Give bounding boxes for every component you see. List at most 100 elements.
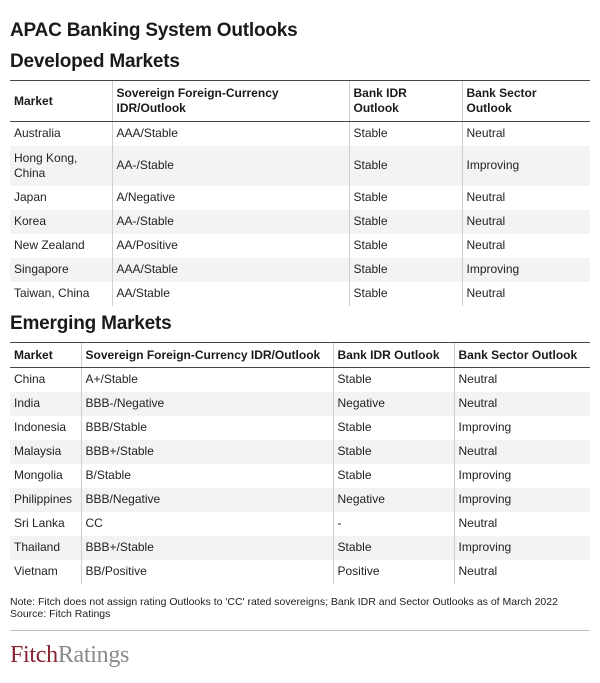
cell-bank-idr-outlook: Stable (348, 281, 462, 306)
cell-market: Malaysia (10, 439, 81, 464)
cell-bank-idr-outlook: Stable (348, 185, 462, 210)
cell-bank-sector-outlook: Neutral (453, 511, 590, 536)
table-row: New Zealand AA/Positive Stable Neutral (10, 233, 590, 258)
cell-bank-sector-outlook: Neutral (453, 559, 590, 584)
cell-bank-sector-outlook: Neutral (461, 281, 590, 306)
cell-bank-idr-outlook: - (332, 511, 454, 536)
cell-bank-sector-outlook: Improving (461, 257, 590, 282)
table-row: Hong Kong, China AA-/Stable Stable Improvin… (10, 145, 590, 186)
table-row: Malaysia BBB+/Stable Stable Neutral (10, 439, 590, 464)
cell-sovereign-idr: B/Stable (80, 463, 333, 488)
cell-bank-sector-outlook: Neutral (461, 121, 590, 146)
divider (10, 630, 590, 631)
cell-sovereign-idr: BBB+/Stable (80, 535, 333, 560)
cell-bank-sector-outlook: Neutral (461, 209, 590, 234)
table-row: Philippines BBB/Negative Negative Improving (10, 487, 590, 512)
cell-bank-sector-outlook: Improving (453, 463, 590, 488)
cell-market: Mongolia (14, 468, 63, 482)
cell-sovereign-idr: AA/Positive (111, 233, 349, 258)
cell-bank-idr-outlook: Stable (348, 233, 462, 258)
table-row: Mongolia B/Stable Stable Improving (10, 463, 590, 488)
developed-markets-heading: Developed Markets (10, 51, 180, 72)
source-text: Source: Fitch Ratings (10, 608, 111, 620)
cell-bank-sector-outlook: Improving (461, 145, 590, 186)
cell-bank-idr-outlook: Stable (348, 145, 462, 186)
cell-sovereign-idr: AA-/Stable (111, 209, 349, 234)
cell-bank-idr-outlook: Negative (332, 391, 454, 416)
table-row: Korea AA-/Stable Stable Neutral (10, 209, 590, 234)
cell-bank-sector-outlook: Neutral (453, 391, 590, 416)
cell-sovereign-idr: A+/Stable (80, 367, 333, 392)
cell-sovereign-idr: AAA/Stable (111, 121, 349, 146)
cell-bank-sector-outlook: Improving (453, 415, 590, 440)
column-header-bank-sector-outlook: Bank Sector Outlook (453, 342, 590, 368)
emerging-markets-heading: Emerging Markets (10, 313, 172, 334)
cell-market: Indonesia (14, 420, 67, 434)
cell-sovereign-idr: A/Negative (111, 185, 349, 210)
cell-bank-idr-outlook: Stable (348, 121, 462, 146)
cell-bank-idr-outlook: Stable (332, 535, 454, 560)
cell-market: Hong Kong, China (10, 145, 112, 186)
cell-market: Philippines (10, 487, 81, 512)
cell-bank-sector-outlook: Neutral (453, 367, 590, 392)
table-header-row: Market Sovereign Foreign-Currency IDR/Ou… (10, 80, 590, 122)
table-row: India BBB-/Negative Negative Neutral (10, 391, 590, 416)
cell-sovereign-idr: BBB/Stable (80, 415, 333, 440)
cell-sovereign-idr: BB/Positive (80, 559, 333, 584)
table-header-row: Market Sovereign Foreign-Currency IDR/Ou… (10, 342, 590, 368)
cell-market: China (14, 372, 46, 387)
footnote: Note: Fitch does not assign rating Outlo… (10, 596, 590, 620)
cell-bank-idr-outlook: Negative (332, 487, 454, 512)
logo-ratings: Ratings (57, 642, 130, 668)
table-row: Japan A/Negative Stable Neutral (10, 185, 590, 210)
cell-market: Sri Lanka (14, 516, 65, 530)
cell-bank-idr-outlook: Positive (332, 559, 454, 584)
logo-fitch: Fitch (10, 642, 58, 668)
cell-sovereign-idr: BBB-/Negative (80, 391, 333, 416)
cell-bank-sector-outlook: Neutral (453, 439, 590, 464)
cell-sovereign-idr: AA-/Stable (111, 145, 349, 186)
table-row: Vietnam BB/Positive Positive Neutral (10, 559, 590, 584)
cell-market: Australia (14, 126, 61, 141)
cell-sovereign-idr: BBB/Negative (80, 487, 333, 512)
cell-sovereign-idr: AA/Stable (111, 281, 349, 306)
table-row: Sri Lanka CC - Neutral (10, 511, 590, 536)
developed-markets-table: Market Sovereign Foreign-Currency IDR/Ou… (10, 80, 590, 306)
note-text: Note: Fitch does not assign rating Outlo… (10, 596, 558, 608)
cell-bank-idr-outlook: Stable (332, 463, 454, 488)
fitch-ratings-logo: FitchRatings (10, 642, 129, 669)
column-header-bank-idr-outlook: Bank IDR Outlook (348, 80, 462, 122)
column-header-market: Market (10, 80, 112, 122)
cell-market: Korea (10, 209, 112, 234)
cell-sovereign-idr: CC (80, 511, 333, 536)
cell-bank-idr-outlook: Stable (332, 439, 454, 464)
table-row: Thailand BBB+/Stable Stable Improving (10, 535, 590, 560)
table-row: Indonesia BBB/Stable Stable Improving (10, 415, 590, 440)
cell-sovereign-idr: AAA/Stable (111, 257, 349, 282)
cell-market: Taiwan, China (14, 286, 90, 300)
column-header-bank-sector-outlook: Bank Sector Outlook (461, 80, 590, 122)
cell-market: Singapore (10, 257, 112, 282)
cell-market: Thailand (10, 535, 81, 560)
cell-bank-sector-outlook: Improving (453, 487, 590, 512)
cell-market: Japan (14, 190, 47, 204)
column-header-market: Market (10, 342, 81, 368)
cell-market: New Zealand (14, 238, 85, 252)
table-row: Singapore AAA/Stable Stable Improving (10, 257, 590, 282)
column-header-sovereign-idr: Sovereign Foreign-Currency IDR/Outlook (111, 80, 349, 122)
cell-market: Vietnam (14, 564, 58, 578)
table-row: Australia AAA/Stable Stable Neutral (10, 121, 590, 146)
cell-bank-idr-outlook: Stable (348, 257, 462, 282)
column-header-bank-idr-outlook: Bank IDR Outlook (332, 342, 454, 368)
table-row: China A+/Stable Stable Neutral (10, 367, 590, 392)
cell-bank-idr-outlook: Stable (332, 415, 454, 440)
cell-bank-sector-outlook: Neutral (461, 185, 590, 210)
cell-bank-sector-outlook: Improving (453, 535, 590, 560)
cell-sovereign-idr: BBB+/Stable (80, 439, 333, 464)
cell-bank-idr-outlook: Stable (348, 209, 462, 234)
emerging-markets-table: Market Sovereign Foreign-Currency IDR/Ou… (10, 342, 590, 584)
column-header-sovereign-idr: Sovereign Foreign-Currency IDR/Outlook (80, 342, 333, 368)
table-row: Taiwan, China AA/Stable Stable Neutral (10, 281, 590, 306)
cell-bank-sector-outlook: Neutral (461, 233, 590, 258)
cell-bank-idr-outlook: Stable (332, 367, 454, 392)
